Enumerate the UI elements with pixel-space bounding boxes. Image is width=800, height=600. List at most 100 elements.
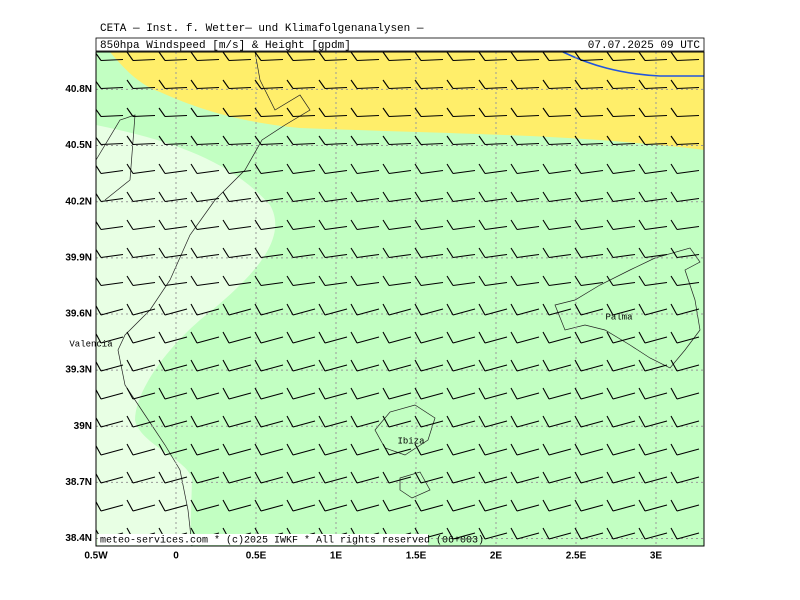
wind-barb [670, 387, 700, 400]
wind-barb [126, 331, 156, 344]
wind-barb [96, 220, 124, 231]
wind-barb [638, 471, 668, 484]
wind-barb [350, 471, 380, 484]
wind-barb [350, 107, 380, 118]
wind-barb [446, 527, 476, 540]
wind-barb [574, 303, 604, 316]
wind-barb [126, 247, 156, 259]
wind-barb [286, 499, 316, 512]
wind-barb [286, 79, 316, 90]
wind-barb [158, 219, 188, 231]
wind-barb [126, 275, 156, 287]
wind-barb [542, 387, 572, 400]
wind-barb [606, 471, 636, 484]
wind-barb [96, 276, 124, 287]
wind-barb [126, 303, 156, 316]
wind-barb [510, 359, 540, 372]
wind-barb [478, 219, 508, 231]
wind-barb [318, 247, 348, 259]
lon-tick-label: 1.5E [406, 551, 427, 562]
wind-barb [382, 415, 412, 428]
wind-barb [222, 275, 252, 287]
wind-barb [318, 443, 348, 456]
wind-barb [254, 107, 284, 118]
wind-barb [96, 332, 124, 344]
wind-barb [638, 275, 668, 287]
wind-barb [510, 52, 540, 62]
wind-barb [126, 471, 156, 484]
wind-barb [286, 415, 316, 428]
wind-barb [510, 527, 540, 540]
wind-barb [382, 331, 412, 344]
wind-barb [670, 247, 700, 259]
wind-barb [286, 275, 316, 287]
wind-barb [638, 527, 668, 540]
place-label: Palma [605, 312, 633, 322]
wind-barb [318, 471, 348, 484]
wind-barb [670, 52, 700, 62]
wind-barb [158, 387, 188, 400]
wind-barb [350, 359, 380, 372]
wind-barb [126, 387, 156, 400]
coastlines [96, 52, 701, 546]
wind-barb [286, 331, 316, 344]
wind-barb [158, 79, 188, 90]
wind-barb [606, 527, 636, 540]
wind-barb [254, 135, 284, 146]
wind-barb [190, 135, 220, 146]
wind-barb [158, 415, 188, 428]
wind-barb [382, 219, 412, 231]
wind-barb [222, 499, 252, 512]
wind-barb [638, 52, 668, 62]
wind-barb [638, 135, 668, 146]
wind-barb [638, 303, 668, 316]
wind-barb [670, 527, 700, 540]
lat-tick-label: 40.2N [65, 196, 92, 207]
wind-barb [96, 472, 124, 484]
wind-barb [96, 388, 124, 400]
wind-barb [478, 191, 508, 203]
wind-barb [190, 499, 220, 512]
wind-barb [254, 191, 284, 203]
wind-barb [478, 79, 508, 90]
wind-barb [542, 163, 572, 175]
wind-barb [254, 499, 284, 512]
wind-barb [606, 247, 636, 259]
wind-barb [222, 443, 252, 456]
wind-barb [382, 443, 412, 456]
wind-barb [510, 107, 540, 118]
wind-barb [126, 443, 156, 456]
wind-barb [670, 219, 700, 231]
lat-tick-label: 39.6N [65, 309, 92, 320]
wind-barb [638, 79, 668, 90]
wind-barb [318, 359, 348, 372]
wind-barb [478, 387, 508, 400]
wind-barb [638, 443, 668, 456]
wind-barb [222, 79, 252, 90]
wind-barb [382, 191, 412, 203]
wind-barb [190, 387, 220, 400]
wind-barb [478, 331, 508, 344]
wind-barb [318, 499, 348, 512]
wind-barb [606, 79, 636, 90]
wind-barb [574, 275, 604, 287]
wind-barb [158, 359, 188, 372]
wind-barb [382, 387, 412, 400]
wind-barb [254, 52, 284, 62]
wind-barb [254, 331, 284, 344]
wind-barb [190, 247, 220, 259]
wind-barb [350, 443, 380, 456]
wind-barb [318, 331, 348, 344]
wind-barb [510, 331, 540, 344]
lon-tick-label: 2.5E [566, 551, 587, 562]
wind-barb [318, 387, 348, 400]
wind-barb [254, 303, 284, 316]
lat-tick-label: 39.9N [65, 252, 92, 263]
wind-barb [542, 443, 572, 456]
wind-barb [222, 303, 252, 316]
wind-barb [574, 359, 604, 372]
wind-barb [190, 471, 220, 484]
wind-barb [574, 52, 604, 62]
wind-barb [350, 219, 380, 231]
wind-barb [350, 163, 380, 175]
